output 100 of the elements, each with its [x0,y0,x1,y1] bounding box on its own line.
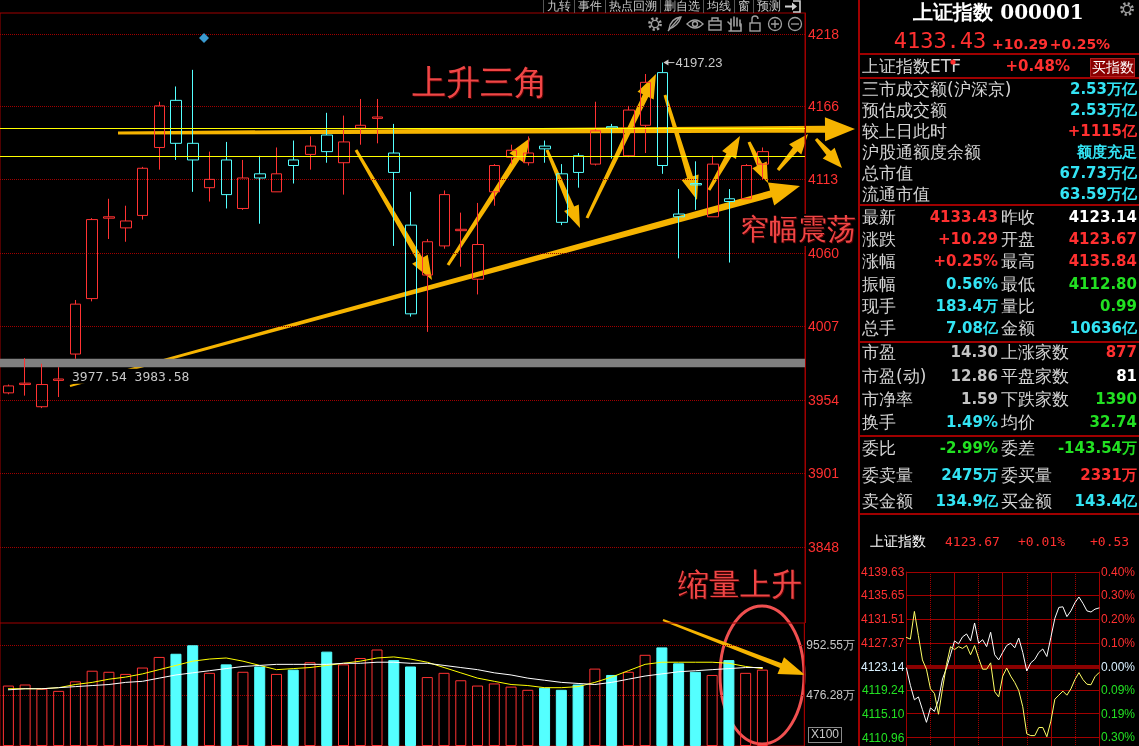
text: 4123.14 [1068,208,1137,227]
text: 4112.80 [1068,275,1137,294]
y2-tick-label: 0.30% [1101,588,1136,603]
candlestick [103,198,115,240]
bar [170,653,182,746]
text: 4133.43 [929,208,998,227]
bar [488,683,500,746]
text: 10636亿 [1069,319,1137,338]
text: 事件 [574,0,605,13]
text: 最新 [862,207,896,228]
bar [53,690,65,746]
bar [472,685,484,746]
text: 换手 [862,412,896,433]
bar [203,672,215,746]
text: 额度充足 [1077,143,1137,162]
text: 2475万 [941,466,998,485]
candlestick [221,141,232,209]
y-tick-label: 3848 [808,538,840,555]
y2-tick-label: 0.09% [1101,682,1136,697]
candlestick [741,163,752,200]
text: +10.29 [991,35,1049,53]
candlestick [19,357,31,397]
text: 开盘 [1001,229,1035,250]
text: 流通市值 [862,184,930,205]
text: +0.25% [1049,35,1111,53]
text: 涨幅 [862,251,896,272]
text: 2.53万亿 [1069,101,1137,120]
text: 上证指数 000001 [912,0,1085,24]
y-tick-label: 4060 [808,244,840,261]
bar [438,672,450,746]
candlestick [690,160,702,211]
y-tick-label: 4139.63 [860,565,905,579]
text: 下跌家数 [1001,389,1069,410]
text: 2.53万亿 [1069,80,1137,99]
y-tick-label: 4119.24 [861,682,905,697]
bar [338,664,349,746]
text: 现手 [862,296,896,317]
text: 沪股通额度余额 [862,142,981,163]
annotation: 窄幅震荡 [740,212,856,246]
text: 4133.43 [893,28,987,54]
bar [2,685,14,746]
bar [136,667,148,746]
text: 14.30 [950,343,998,362]
bar [656,647,668,746]
bar [606,674,618,746]
candlestick [288,140,299,185]
text: 143.4亿 [1074,492,1137,511]
annotation: 4197.23 [675,55,723,71]
bar [405,666,417,746]
text: 63.59万亿 [1059,185,1137,204]
candlestick [372,98,383,144]
bar [421,677,433,746]
y-tick-label: 4113 [808,171,839,188]
bar [237,671,249,746]
candlestick [523,135,534,166]
text: 4123.67 [945,534,1000,549]
text: 删自选 [660,0,703,13]
y-tick-label: 4115.10 [861,706,905,721]
candlestick [70,299,81,360]
text: 1.59 [960,390,998,409]
text: +0.48% [1005,57,1070,76]
bar [187,645,199,746]
bar [103,671,115,746]
bar [689,671,701,746]
button[interactable]: 买指数 [1090,58,1135,77]
text: 窗 [734,0,753,13]
annotation: 上升三角 [412,62,548,102]
candlestick [623,105,635,158]
text: 4123.67 [1068,230,1137,249]
candlestick [170,85,182,161]
text: +0.25% [933,252,998,271]
bar [270,673,282,746]
bar [304,662,316,746]
y-tick-label: 952.55万 [806,638,855,652]
candlestick [154,101,165,171]
bar [622,671,634,746]
text: 81 [1116,367,1137,386]
candlestick [36,363,48,409]
line-series [905,610,1100,738]
y-tick-label: 3954 [808,391,840,408]
candlestick [556,163,568,226]
text: 1.49% [945,413,998,432]
candlestick [204,151,215,203]
text: 预估成交额 [862,100,947,121]
bar [723,660,735,746]
candlestick [707,155,719,218]
text: 市盈(动) [862,366,927,387]
candlestick [86,217,98,302]
y-tick-label: 476.28万 [806,688,855,703]
bar [69,681,81,746]
candlestick [573,152,584,189]
candlestick [439,189,450,250]
text: 热点回溯 [605,0,660,13]
bar [539,687,551,746]
chart-title: 上证指数 [870,533,926,549]
bar [153,656,165,746]
y-tick-label: 3901 [808,465,840,482]
y2-tick-label: 0.30% [1101,730,1136,745]
y-tick-label: 4110.96 [861,730,905,745]
candlestick [657,62,668,175]
